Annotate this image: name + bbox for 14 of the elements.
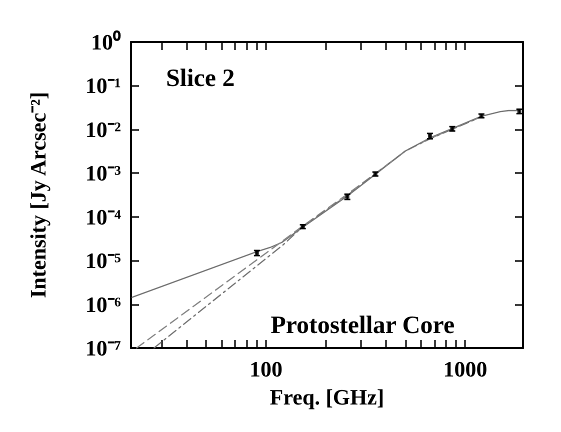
x-tick-label: 1000 [443, 356, 488, 382]
y-tick-label: 10⁻⁴ [85, 204, 122, 230]
y-tick-label: 10⁻² [85, 116, 122, 142]
x-axis-title: Freq. [GHz] [270, 384, 384, 410]
y-tick-label: 10⁻⁷ [85, 336, 122, 360]
y-tick-label: 10⁻⁶ [85, 292, 122, 317]
annotation: Slice 2 [166, 65, 235, 92]
y-axis-title: Intensity [Jy Arcsec⁻²] [26, 92, 50, 298]
y-tick-label: 10⁻¹ [85, 73, 121, 98]
y-tick-label: 10⁰ [91, 30, 121, 54]
x-tick-label: 100 [250, 356, 283, 382]
y-tick-label: 10⁻⁵ [85, 248, 122, 274]
y-tick-label: 10⁻³ [85, 160, 122, 186]
annotation: Protostellar Core [270, 312, 455, 339]
